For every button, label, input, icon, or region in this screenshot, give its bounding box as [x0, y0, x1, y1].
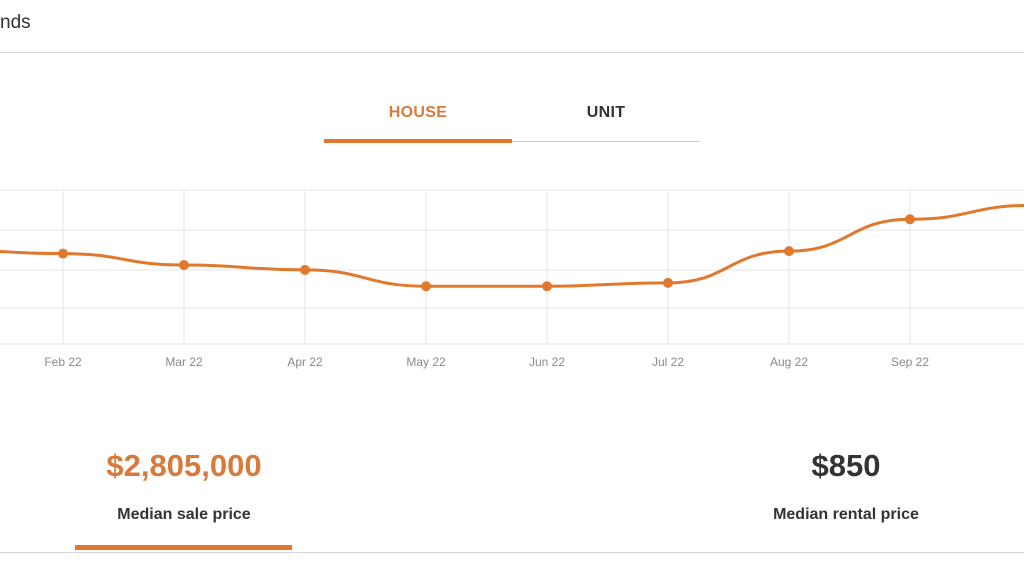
data-point — [179, 259, 189, 270]
x-tick-labels: Feb 22 Mar 22 Apr 22 May 22 Jun 22 Jul 22 Aug … — [44, 355, 929, 369]
x-tick-label: Apr 22 — [287, 355, 323, 369]
data-points — [58, 214, 915, 292]
data-point — [663, 277, 673, 288]
series-line — [0, 204, 1024, 288]
x-tick-label: Mar 22 — [165, 355, 203, 369]
median-rental-stat[interactable]: $850 Median rental price — [746, 446, 946, 524]
median-sale-stat[interactable]: $2,805,000 Median sale price — [70, 446, 298, 524]
tab-track — [324, 141, 700, 142]
median-sale-value: $2,805,000 — [106, 448, 262, 483]
x-tick-label: Sep 22 — [891, 355, 929, 369]
data-point — [300, 264, 310, 275]
active-tab-indicator — [324, 139, 512, 143]
x-tick-label: Aug 22 — [770, 355, 808, 369]
price-trend-chart: Feb 22 Mar 22 Apr 22 May 22 Jun 22 Jul 22 Aug … — [0, 189, 1024, 369]
header-divider — [0, 52, 1024, 53]
x-tick-label: Feb 22 — [44, 355, 82, 369]
data-point — [905, 214, 915, 225]
data-point — [58, 248, 68, 259]
x-tick-label: Jun 22 — [529, 355, 565, 369]
median-rental-label: Median rental price — [773, 506, 919, 523]
chart-grid — [0, 189, 1024, 345]
data-point — [784, 246, 794, 257]
data-point — [421, 281, 431, 292]
tab-house[interactable]: HOUSE — [388, 104, 448, 121]
x-tick-label: May 22 — [406, 355, 446, 369]
bottom-divider — [0, 552, 1024, 553]
data-point — [542, 281, 552, 292]
tab-unit[interactable]: UNIT — [586, 104, 626, 121]
x-tick-label: Jul 22 — [652, 355, 684, 369]
property-type-tabs: HOUSE UNIT — [324, 93, 700, 145]
section-title: nds — [0, 12, 31, 33]
median-rental-value: $850 — [811, 448, 881, 483]
active-stat-indicator — [75, 545, 292, 550]
median-sale-label: Median sale price — [117, 506, 251, 523]
